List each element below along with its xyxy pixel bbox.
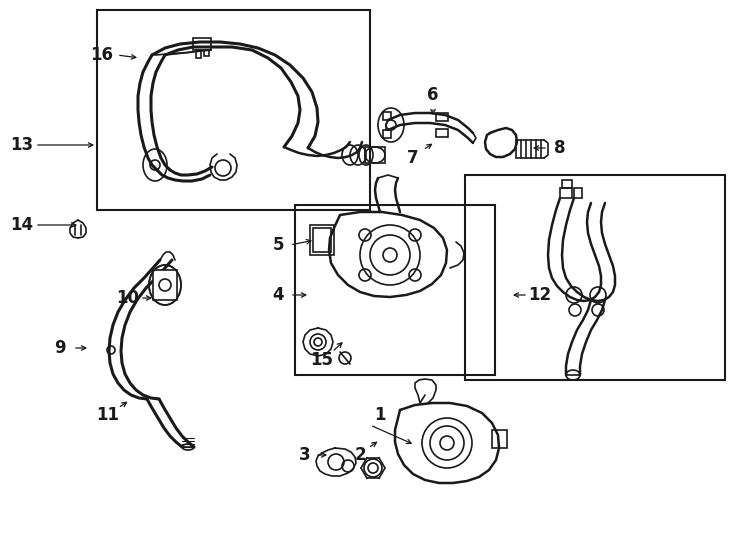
Bar (365, 147, 385, 163)
Bar (436, 129, 448, 137)
Bar (383, 112, 391, 120)
Bar (560, 188, 572, 198)
Text: 13: 13 (10, 136, 34, 154)
Text: 3: 3 (299, 446, 310, 464)
Text: 11: 11 (96, 406, 120, 424)
Bar (313, 228, 331, 252)
Bar (574, 188, 582, 198)
Text: 4: 4 (272, 286, 284, 304)
Text: 9: 9 (54, 339, 66, 357)
Text: 14: 14 (10, 216, 34, 234)
Bar (153, 270, 177, 300)
Bar (310, 225, 334, 255)
Bar (204, 50, 209, 56)
Bar (492, 430, 507, 448)
Bar (97, 10, 370, 210)
Bar (295, 205, 495, 375)
Text: 16: 16 (90, 46, 114, 64)
Text: 15: 15 (310, 351, 333, 369)
Bar (436, 113, 448, 121)
Text: 1: 1 (374, 406, 386, 424)
Text: 6: 6 (427, 86, 439, 104)
Text: 10: 10 (117, 289, 139, 307)
Bar (383, 130, 391, 138)
Text: 5: 5 (272, 236, 284, 254)
Bar (196, 50, 201, 58)
Bar (193, 38, 211, 50)
Text: 2: 2 (355, 446, 366, 464)
Text: 12: 12 (528, 286, 551, 304)
Bar (562, 180, 572, 188)
Text: 8: 8 (554, 139, 566, 157)
Bar (465, 175, 725, 380)
Text: 7: 7 (407, 149, 419, 167)
